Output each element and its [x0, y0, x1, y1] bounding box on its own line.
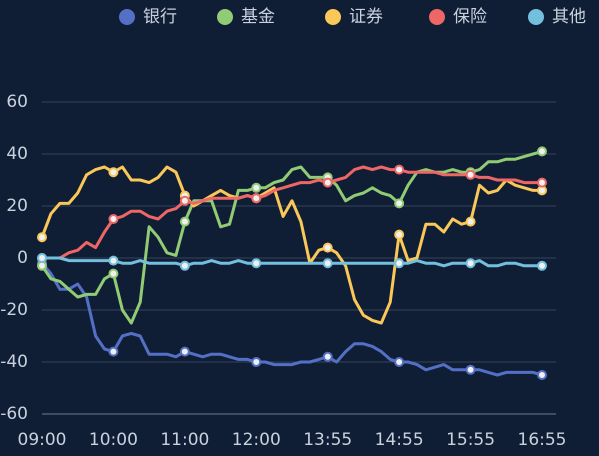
- point: [394, 164, 405, 175]
- y-tick-label: 40: [6, 144, 28, 164]
- series-line: [40, 262, 543, 377]
- point: [537, 146, 547, 157]
- point: [465, 216, 476, 227]
- series-line: [40, 165, 542, 325]
- x-tick-label: 16:55: [518, 430, 567, 450]
- series-line: [42, 165, 542, 260]
- point: [465, 258, 476, 269]
- point: [537, 370, 547, 380]
- x-tick-label: 10:00: [89, 430, 138, 450]
- legend-label: 保险: [453, 7, 487, 27]
- point: [251, 182, 262, 193]
- point: [108, 346, 119, 357]
- legend-marker: [429, 9, 445, 25]
- point: [108, 167, 119, 178]
- point: [322, 258, 333, 269]
- legend-label: 其他: [552, 7, 586, 27]
- legend-label: 基金: [241, 7, 275, 27]
- series-line: [40, 149, 543, 325]
- point: [37, 232, 47, 243]
- point: [179, 346, 190, 357]
- point: [322, 242, 333, 253]
- x-tick-label: 14:55: [375, 430, 424, 450]
- point: [322, 177, 333, 188]
- point: [394, 198, 405, 209]
- point: [179, 195, 190, 206]
- point: [251, 193, 262, 204]
- point: [108, 268, 119, 279]
- point: [537, 177, 547, 188]
- point: [394, 357, 405, 367]
- y-tick-label: 20: [6, 196, 28, 216]
- point: [108, 214, 119, 224]
- point: [37, 253, 47, 263]
- point: [108, 255, 119, 266]
- point: [465, 169, 476, 180]
- x-tick-label: 15:55: [446, 430, 495, 450]
- y-tick-label: 0: [17, 248, 28, 268]
- point: [537, 260, 547, 271]
- y-tick-label: -60: [0, 404, 28, 424]
- point: [251, 258, 262, 269]
- point: [179, 260, 190, 271]
- legend-label: 银行: [143, 7, 177, 27]
- point: [179, 216, 190, 227]
- point: [322, 351, 333, 362]
- legend-marker: [217, 9, 233, 25]
- x-tick-label: 11:00: [160, 430, 209, 450]
- point: [251, 357, 262, 367]
- legend-marker: [528, 9, 544, 25]
- legend-label: 证券: [349, 7, 383, 27]
- x-tick-label: 12:00: [232, 430, 281, 450]
- point: [394, 229, 405, 240]
- point: [394, 258, 405, 269]
- y-tick-label: -20: [0, 300, 28, 320]
- y-tick-label: 60: [6, 92, 28, 112]
- point: [465, 364, 476, 375]
- legend-marker: [325, 9, 341, 25]
- x-tick-label: 09:00: [18, 430, 67, 450]
- x-tick-label: 13:55: [303, 430, 352, 450]
- y-tick-label: -40: [0, 352, 28, 372]
- legend-marker: [119, 9, 135, 25]
- series-line: [42, 256, 542, 268]
